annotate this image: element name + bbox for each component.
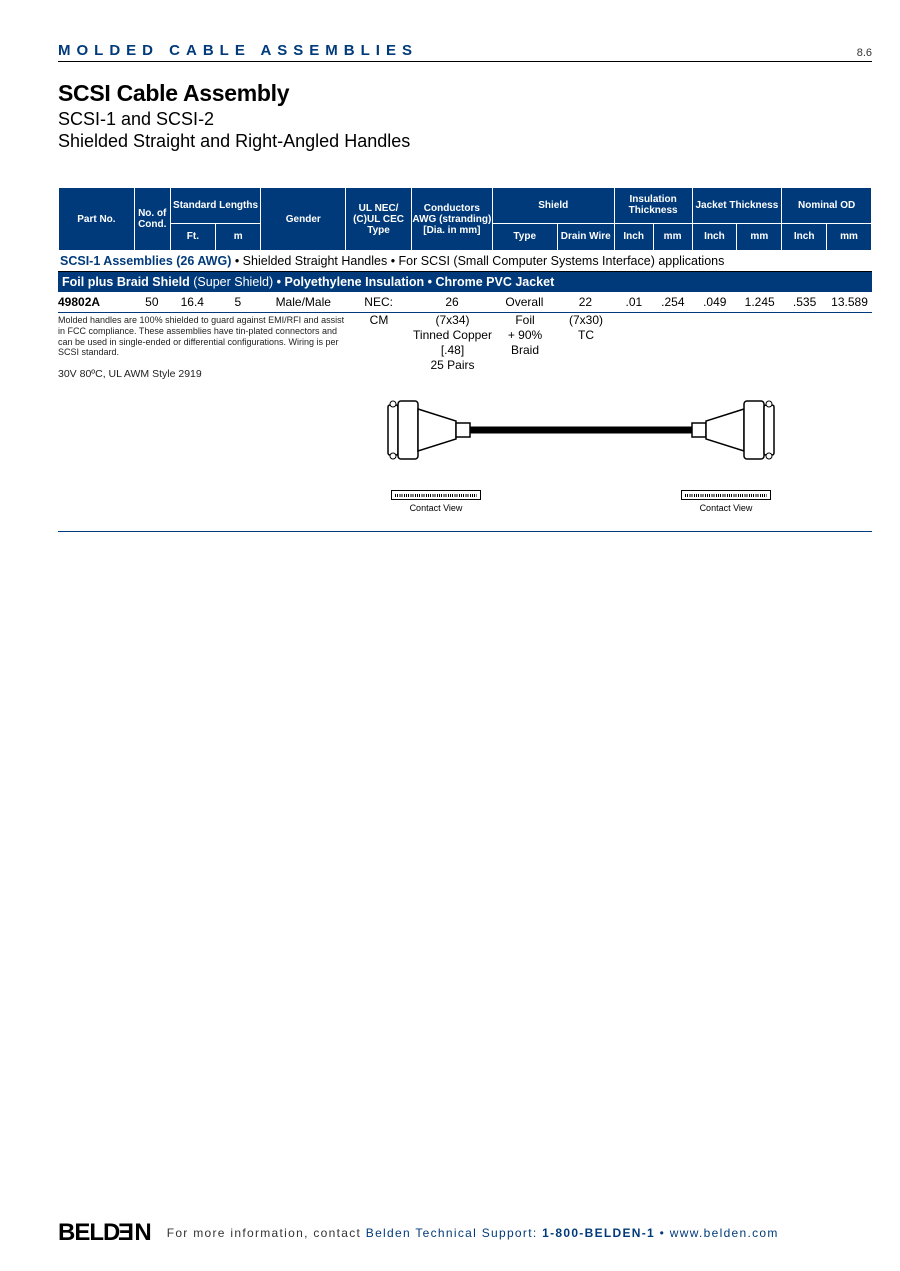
cell-drain-l2: (7x30) [557,313,615,328]
cable-svg [386,395,776,475]
cell-ins-in: .01 [614,292,653,312]
th-ul-type: UL NEC/ (C)UL CEC Type [346,203,411,236]
cell-awg-l3: Tinned Copper [412,328,493,343]
contact-view-right-label: Contact View [700,503,753,513]
cell-jkt-in: .049 [692,292,737,312]
title-block: SCSI Cable Assembly SCSI-1 and SCSI-2 Sh… [58,80,872,152]
th-ins-inch: Inch [623,231,644,242]
cell-awg-l2: (7x34) [412,313,493,328]
footer-text: For more information, contact Belden Tec… [167,1226,779,1240]
contact-bar-icon [391,490,481,500]
cell-shield-type-l3: + 90% [493,328,557,343]
category-label: MOLDED CABLE ASSEMBLIES [58,42,418,59]
th-nom-mm: mm [840,231,858,242]
th-jkt-mm: mm [750,231,768,242]
cell-ins-mm: .254 [653,292,692,312]
th-drain-wire: Drain Wire [561,231,611,242]
th-m: m [234,231,243,242]
cell-shield-type: Overall [492,292,556,312]
page-number: 8.6 [857,47,872,59]
cell-awg: 26 [412,292,493,312]
section-shield-bold1: Foil plus Braid Shield [62,275,190,289]
th-standard-lengths: Standard Lengths [173,200,258,211]
notes-block: Molded handles are 100% shielded to guar… [58,313,346,513]
th-conductors: Conductors AWG (stranding) [Dia. in mm] [412,203,492,236]
contact-view-left: Contact View [376,490,496,513]
footer-url: www.belden.com [670,1226,779,1240]
cell-gender: Male/Male [261,292,346,312]
cell-ul-type-l1: NEC: [347,295,411,310]
cell-nom-in: .535 [782,292,827,312]
contact-view-right: Contact View [666,490,786,513]
footer-mid: Belden Technical Support: [366,1226,542,1240]
th-jacket: Jacket Thickness [695,200,778,211]
cell-awg-l4: [.48] [412,343,493,358]
section-scsi1-rest: • Shielded Straight Handles • For SCSI (… [231,254,724,268]
contact-bar-icon [681,490,771,500]
cell-ul-type: NEC: [346,292,412,312]
cell-m: 5 [215,292,261,312]
under-row: Molded handles are 100% shielded to guar… [58,313,872,513]
footer-lead: For more information, contact [167,1226,366,1240]
cell-no-of-cond: 50 [134,292,170,312]
cell-shield-type-l4: Braid [493,343,557,358]
cell-drain-l1: 22 [557,295,613,310]
multi-line-cells: CM (7x34) Tinned Copper [.48] 25 Pairs F… [346,313,872,373]
cell-jkt-mm: 1.245 [737,292,782,312]
cell-ft: 16.4 [170,292,215,312]
th-ins-mm: mm [664,231,682,242]
th-gender: Gender [261,214,345,225]
spec-table-header: Part No. No. of Cond. Standard Lengths F… [58,188,872,250]
cell-awg-l1: 26 [413,295,492,310]
subtitle-1: SCSI-1 and SCSI-2 [58,109,872,130]
th-ft: Ft. [187,231,199,242]
section-shield-label: Foil plus Braid Shield (Super Shield) • … [58,272,872,292]
cell-nom-mm: 13.589 [827,292,872,312]
cell-awg-l5: 25 Pairs [412,358,493,373]
page-footer: BELDEN For more information, contact Bel… [58,1219,888,1247]
spec-table-row: 49802A 50 16.4 5 Male/Male NEC: 26 Overa… [58,292,872,313]
th-part-no: Part No. [59,214,134,225]
th-nom-inch: Inch [794,231,815,242]
contact-view-left-label: Contact View [410,503,463,513]
footer-sep: • [655,1226,670,1240]
cell-drain-wire: 22 [556,292,614,312]
cell-shield-type-l1: Overall [493,295,555,310]
section-shield-paren: (Super Shield) [190,275,277,289]
notes-body: Molded handles are 100% shielded to guar… [58,315,346,358]
th-jkt-inch: Inch [704,231,725,242]
cell-ul-type-l2: CM [346,313,412,373]
section-shield-bold2: • Polyethylene Insulation • Chrome PVC J… [277,275,555,289]
th-nominal-od: Nominal OD [798,200,855,211]
subtitle-2: Shielded Straight and Right-Angled Handl… [58,131,872,152]
th-no-of-cond: No. of Cond. [135,208,170,230]
th-shield: Shield [538,200,568,211]
cell-drain-l3: TC [557,328,615,343]
section-end-rule [58,531,872,532]
footer-phone: 1-800-BELDEN-1 [542,1226,655,1240]
page-title: SCSI Cable Assembly [58,80,872,107]
cell-shield-type-l2: Foil [493,313,557,328]
notes-rating: 30V 80ºC, UL AWM Style 2919 [58,368,346,381]
page-header: MOLDED CABLE ASSEMBLIES 8.6 [58,42,872,62]
section-scsi1-label: SCSI-1 Assemblies (26 AWG) • Shielded St… [58,250,872,272]
section-scsi1-bold: SCSI-1 Assemblies (26 AWG) [60,254,231,268]
th-insulation: Insulation Thickness [617,194,690,216]
th-shield-type: Type [513,231,536,242]
cell-part-no: 49802A [58,292,134,312]
cable-diagram: Contact View Contact View [386,395,776,513]
belden-logo: BELDEN [58,1219,151,1247]
